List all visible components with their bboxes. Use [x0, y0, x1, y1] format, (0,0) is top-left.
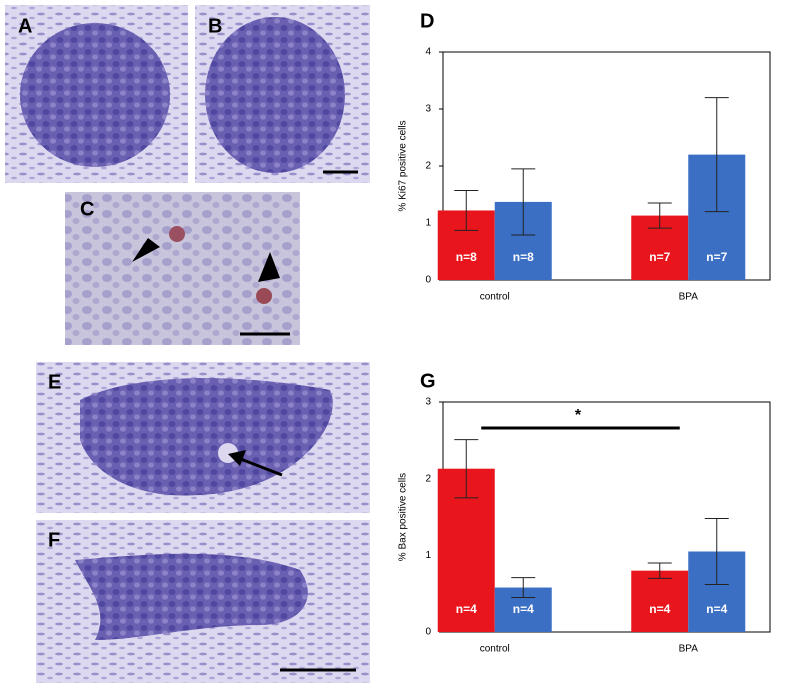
y-tick-label: 2: [425, 473, 431, 484]
x-tick-label: control: [480, 292, 510, 303]
n-label: n=7: [649, 250, 670, 264]
y-tick-label: 1: [425, 550, 431, 561]
x-tick-label: BPA: [679, 644, 699, 655]
n-label: n=8: [456, 250, 477, 264]
follicle: [80, 378, 333, 496]
panel-label: E: [48, 371, 61, 393]
follicle: [20, 23, 170, 167]
y-tick-label: 3: [425, 397, 431, 408]
arrowhead: [258, 252, 280, 282]
positive-cell: [256, 288, 272, 304]
follicle: [75, 553, 308, 640]
follicle: [205, 17, 345, 173]
panel-label: C: [80, 198, 94, 220]
y-tick-label: 2: [425, 161, 431, 172]
y-tick-label: 3: [425, 104, 431, 115]
n-label: n=4: [456, 602, 477, 616]
panel-label: F: [48, 529, 60, 551]
arrow: [237, 456, 283, 477]
n-label: n=4: [649, 602, 670, 616]
panel-label: A: [18, 15, 32, 37]
arrowhead: [132, 238, 160, 262]
panel-label: D: [420, 10, 434, 32]
y-tick-label: 1: [425, 218, 431, 229]
y-tick-label: 4: [425, 47, 431, 58]
n-label: n=4: [513, 602, 534, 616]
panel-label: B: [208, 15, 222, 37]
panel-label: G: [420, 370, 436, 392]
n-label: n=8: [513, 250, 534, 264]
n-label: n=7: [706, 250, 727, 264]
x-tick-label: control: [480, 644, 510, 655]
micrographs: [5, 5, 370, 683]
y-axis-label: % Bax positive cells: [398, 473, 409, 561]
significance-mark: *: [575, 407, 582, 424]
y-axis-label: % Ki67 positive cells: [398, 120, 409, 211]
arrowhead: [228, 450, 246, 466]
micrograph-c: [65, 192, 300, 345]
x-tick-label: BPA: [679, 292, 699, 303]
y-tick-label: 0: [425, 275, 431, 286]
y-tick-label: 0: [425, 627, 431, 638]
bar: [631, 570, 689, 632]
positive-cell: [169, 226, 185, 242]
n-label: n=4: [706, 602, 727, 616]
